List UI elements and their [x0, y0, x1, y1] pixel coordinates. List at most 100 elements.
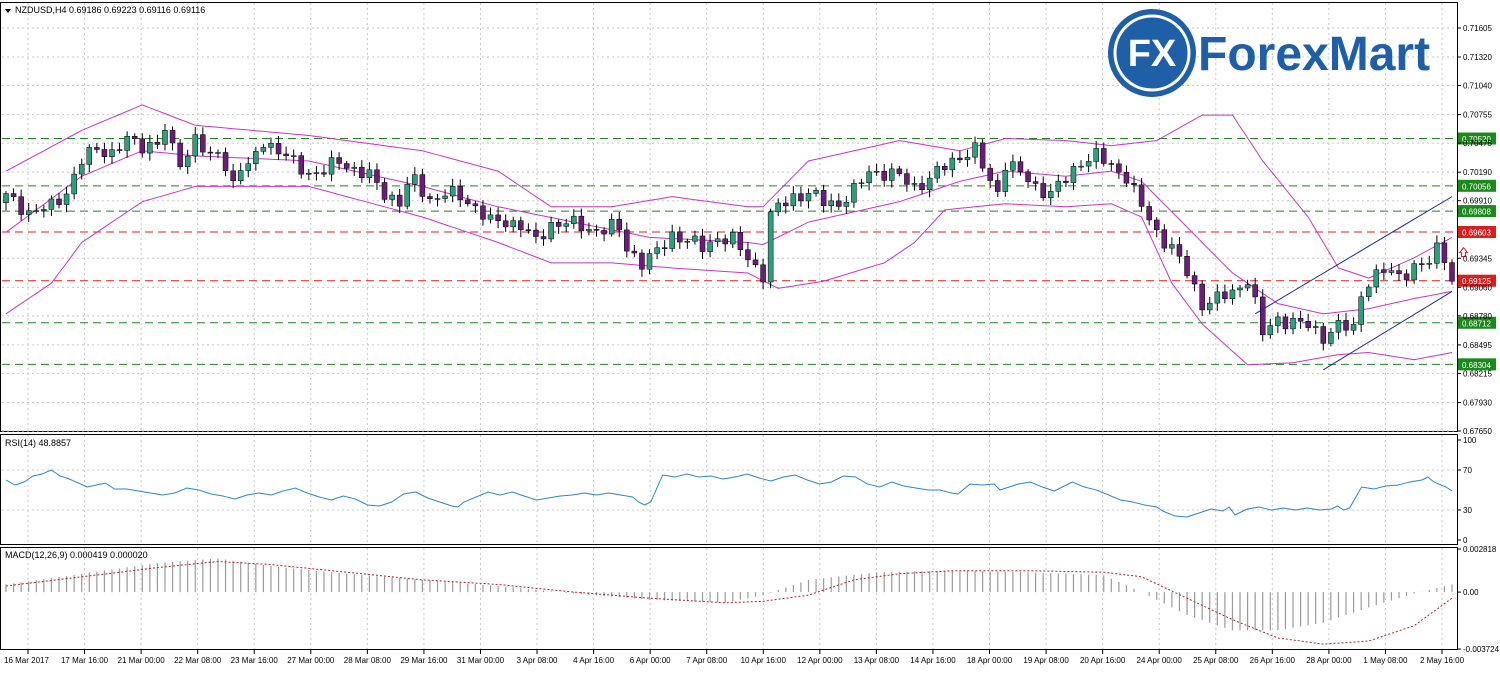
- candle-body: [1010, 161, 1016, 171]
- candle-body: [283, 153, 289, 157]
- candle-body: [677, 231, 683, 243]
- time-tick-label: 4 Apr 16:00: [573, 656, 614, 665]
- grid-lines: [2, 3, 1456, 649]
- candle-body: [533, 229, 539, 237]
- candle-body: [548, 222, 554, 240]
- price-tick-label: 0.69345: [1463, 254, 1492, 263]
- candle-body: [942, 166, 948, 171]
- candle-body: [457, 186, 463, 201]
- macd-tick-label: 0.00: [1463, 588, 1479, 597]
- candle-body: [306, 172, 312, 175]
- candle-body: [692, 235, 698, 242]
- candle-body: [767, 211, 774, 283]
- candle-body: [10, 193, 17, 197]
- candle-body: [1123, 171, 1130, 184]
- candle-body: [1100, 148, 1107, 164]
- candle-body: [881, 171, 887, 181]
- candle-body: [1267, 325, 1274, 336]
- candle-body: [1108, 163, 1115, 165]
- rsi-tick-label: 30: [1463, 506, 1472, 515]
- candle-body: [56, 198, 62, 205]
- logo-mark: FX: [1128, 33, 1177, 75]
- candle-body: [298, 155, 305, 175]
- channel-line: [1254, 196, 1453, 315]
- candle-body: [760, 264, 766, 283]
- candle-body: [139, 138, 146, 154]
- candle-body: [889, 168, 895, 181]
- candle-body: [608, 219, 615, 235]
- forexmart-logo: FX ForexMart: [1108, 9, 1430, 97]
- candle-body: [1161, 229, 1168, 249]
- candle-body: [1138, 184, 1145, 207]
- level-price-tag: [1458, 132, 1496, 145]
- candle-body: [1290, 317, 1296, 330]
- candle-body: [669, 231, 675, 249]
- dropdown-triangle-icon[interactable]: [5, 9, 11, 13]
- candle-body: [1025, 171, 1031, 182]
- candle-body: [1350, 324, 1357, 331]
- candle-body: [571, 215, 577, 225]
- time-tick-label: 26 Apr 16:00: [1250, 656, 1296, 665]
- rsi-label: RSI(14) 48.8857: [5, 438, 71, 448]
- candle-body: [351, 166, 358, 169]
- bollinger-lower-line: [5, 185, 1453, 366]
- price-tick-label: 0.70755: [1463, 111, 1492, 120]
- candles: [3, 124, 1455, 351]
- candle-body: [639, 252, 645, 270]
- candle-body: [1237, 287, 1243, 291]
- candle-body: [836, 200, 842, 207]
- candle-body: [578, 215, 585, 232]
- candle-body: [245, 163, 252, 171]
- bollinger-middle-line: [5, 150, 1453, 315]
- candle-body: [1184, 256, 1190, 276]
- time-tick-label: 1 May 08:00: [1363, 656, 1408, 665]
- time-tick-label: 28 Apr 00:00: [1306, 656, 1352, 665]
- candle-body: [1343, 320, 1349, 331]
- candle-body: [442, 195, 448, 199]
- candle-body: [873, 171, 880, 173]
- price-tick-label: 0.70190: [1463, 168, 1492, 177]
- candle-body: [328, 157, 335, 175]
- candle-body: [1418, 263, 1425, 265]
- candle-body: [192, 134, 199, 157]
- candle-body: [1358, 296, 1364, 325]
- candle-body: [828, 200, 834, 207]
- candle-body: [586, 229, 592, 232]
- horizontal-levels: 0.70520 0.70056 0.69808 0.69603 0.69125 0.687…: [2, 132, 1496, 371]
- candle-body: [434, 198, 441, 200]
- level-price-label: 0.70520: [1462, 135, 1491, 144]
- level-price-tag: [1458, 316, 1496, 329]
- candle-body: [389, 194, 395, 200]
- price-tick-label: 0.71320: [1463, 53, 1492, 62]
- rsi-pane-frame: [0, 434, 1458, 545]
- candle-body: [843, 201, 850, 207]
- symbol-header-text: NZDUSD,H4 0.69186 0.69223 0.69116 0.6911…: [15, 5, 205, 15]
- candle-body: [1191, 275, 1198, 285]
- time-tick-label: 28 Mar 08:00: [344, 656, 392, 665]
- candle-body: [525, 229, 532, 231]
- time-tick-label: 12 Apr 00:00: [797, 656, 843, 665]
- candle-body: [313, 172, 320, 174]
- price-axis: 0.71605 0.71320 0.71040 0.70755 0.70475 0.701…: [1457, 24, 1500, 654]
- candle-body: [1411, 263, 1417, 281]
- price-tick-label: 0.68495: [1463, 341, 1492, 350]
- candle-body: [41, 209, 47, 211]
- candle-body: [48, 198, 55, 210]
- price-tick-label: 0.67650: [1463, 427, 1492, 436]
- candle-body: [412, 174, 418, 185]
- price-tick-label: 0.67930: [1463, 398, 1492, 407]
- candle-body: [336, 157, 342, 164]
- rsi-series: [2, 469, 1456, 518]
- candle-body: [1449, 262, 1455, 282]
- candle-body: [343, 163, 350, 169]
- candle-body: [1320, 326, 1327, 344]
- candle-body: [1055, 180, 1062, 192]
- candle-body: [661, 247, 668, 249]
- candle-body: [926, 177, 933, 191]
- candle-body: [366, 169, 373, 178]
- macd-series: [5, 558, 1453, 645]
- candle-body: [25, 210, 32, 215]
- time-tick-label: 17 Mar 16:00: [61, 656, 109, 665]
